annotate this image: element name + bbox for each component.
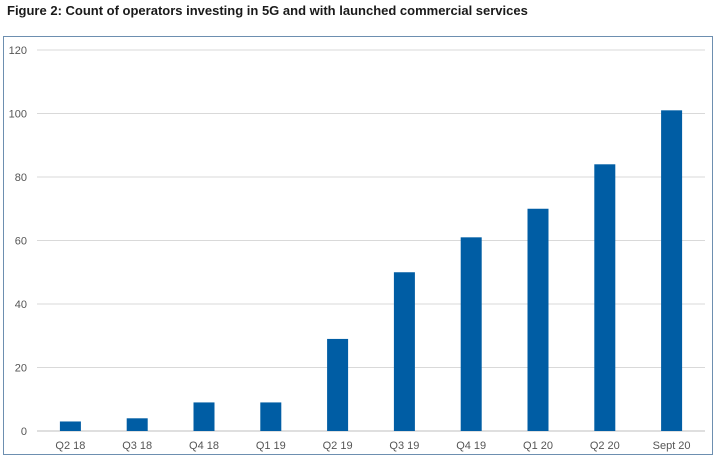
- x-tick-label: Sept 20: [653, 440, 691, 452]
- y-tick-label: 20: [15, 363, 27, 375]
- bar: [59, 421, 81, 431]
- bar-series: [59, 110, 683, 432]
- figure-title: Figure 2: Count of operators investing i…: [7, 3, 528, 18]
- bar: [661, 110, 683, 431]
- x-tick-label: Q2 18: [55, 440, 85, 452]
- y-tick-label: 100: [9, 109, 27, 121]
- x-tick-label: Q3 18: [122, 440, 152, 452]
- x-axis-ticks: Q2 18 Q3 18 Q4 18 Q1 19 Q2 19 Q3 19 Q4 19 Q1 20…: [55, 440, 690, 452]
- bar: [126, 418, 148, 431]
- bar: [460, 237, 482, 431]
- x-tick-label: Q1 20: [523, 440, 553, 452]
- x-tick-label: Q4 18: [189, 440, 219, 452]
- bar: [527, 208, 549, 431]
- bar: [594, 164, 616, 432]
- x-tick-label: Q2 20: [590, 440, 620, 452]
- y-axis-ticks: 0 20 40 60 80 100 120: [9, 45, 27, 438]
- bar: [193, 402, 215, 431]
- bar: [260, 402, 282, 431]
- x-tick-label: Q3 19: [389, 440, 419, 452]
- y-tick-label: 60: [15, 236, 27, 248]
- bar: [393, 272, 415, 431]
- chart-frame: [3, 36, 713, 455]
- x-tick-label: Q4 19: [456, 440, 486, 452]
- gridlines: [37, 49, 705, 432]
- y-tick-label: 0: [21, 426, 27, 438]
- x-tick-label: Q2 19: [323, 440, 353, 452]
- y-tick-label: 80: [15, 172, 27, 184]
- y-tick-label: 120: [9, 45, 27, 57]
- bar: [327, 338, 349, 431]
- x-tick-label: Q1 19: [256, 440, 286, 452]
- y-tick-label: 40: [15, 299, 27, 311]
